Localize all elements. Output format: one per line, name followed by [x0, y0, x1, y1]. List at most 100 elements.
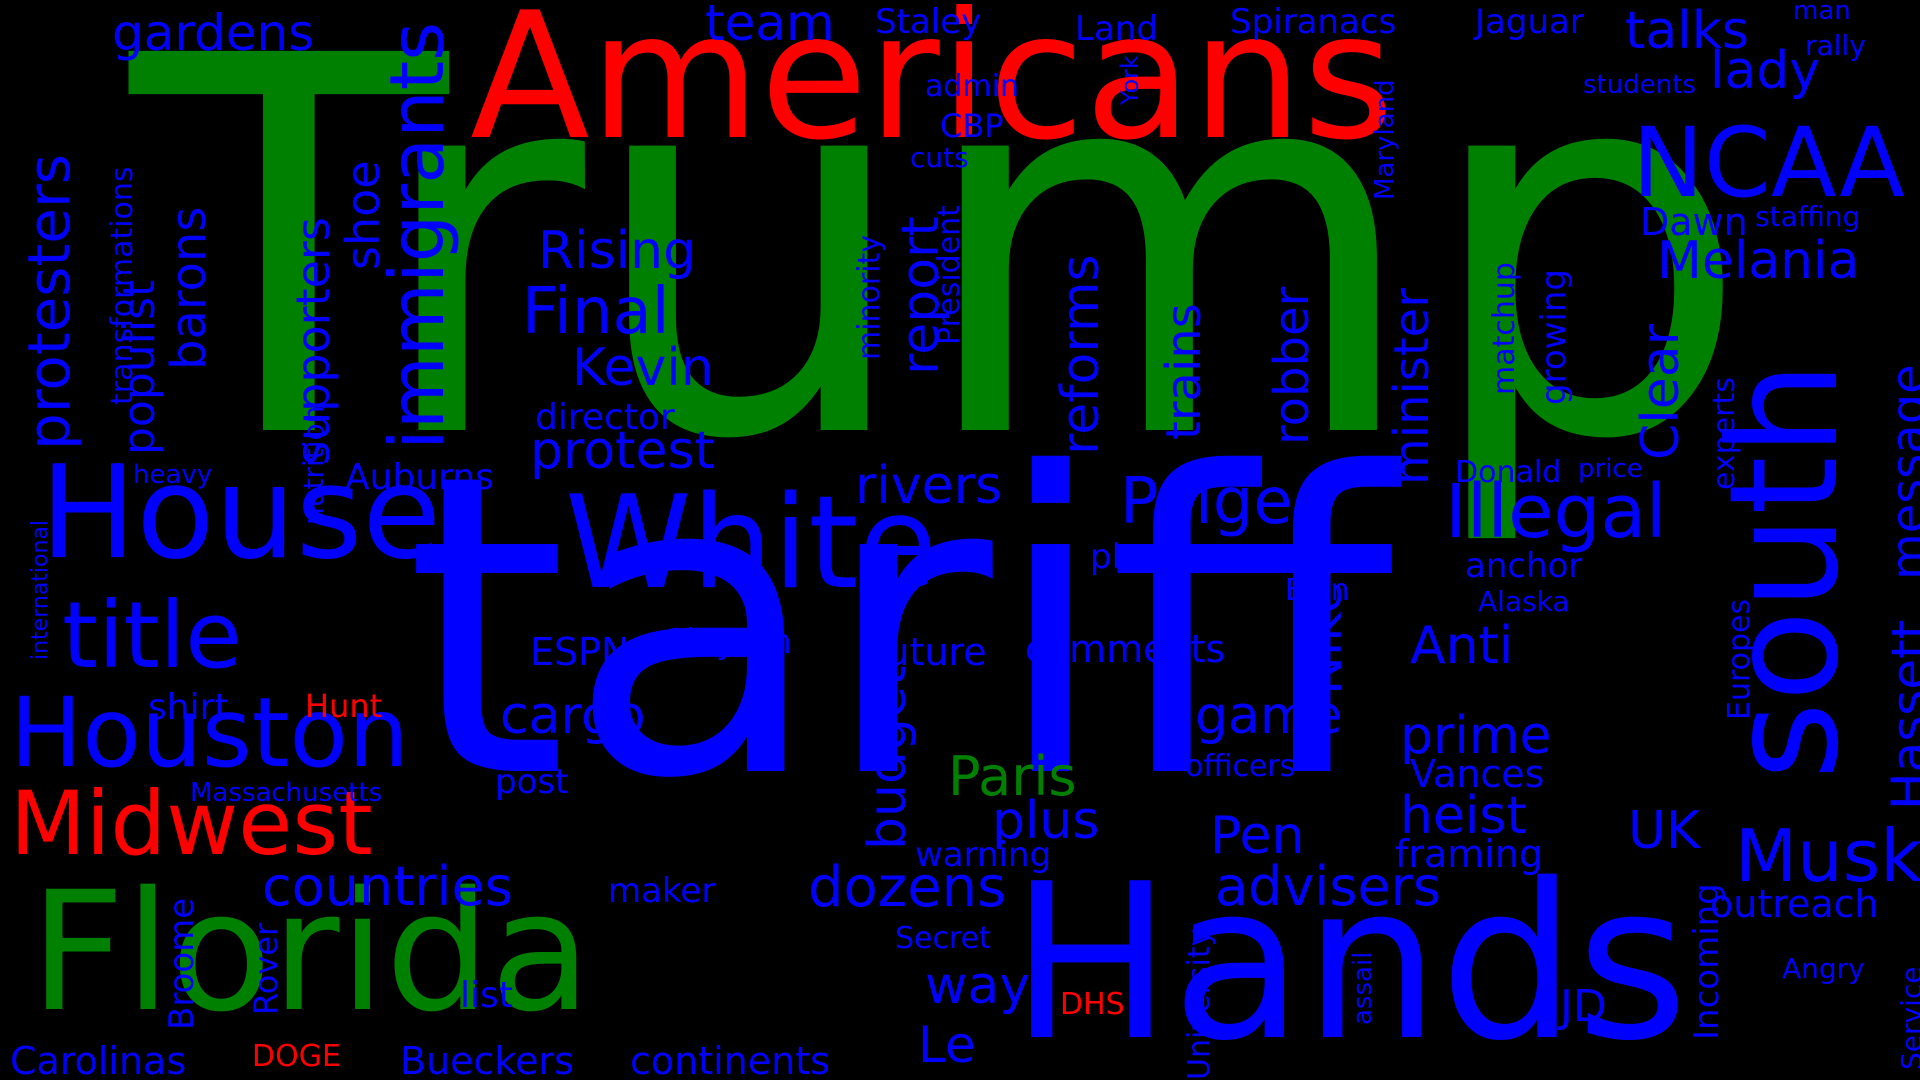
word-officers: officers: [1185, 749, 1296, 784]
word-robber: robber: [1264, 286, 1320, 445]
word-experts: experts: [1707, 377, 1742, 490]
word-barons: barons: [161, 206, 217, 370]
word-nike: Nike: [1294, 581, 1354, 695]
word-dozens: dozens: [808, 855, 1007, 920]
word-prime: prime: [1400, 706, 1552, 766]
word-shirt: shirt: [148, 687, 229, 728]
word-plans: plans: [1090, 537, 1182, 577]
word-rivers: rivers: [855, 456, 1003, 516]
word-trains: trains: [1156, 303, 1212, 440]
word-angry: Angry: [1782, 952, 1865, 985]
word-admin: admin: [925, 69, 1019, 104]
word-team: team: [705, 0, 835, 52]
word-growing: growing: [1534, 269, 1574, 405]
word-espns: ESPNs: [530, 630, 650, 674]
word-secret: Secret: [895, 921, 991, 956]
word-warning: warning: [915, 835, 1052, 875]
word-vances: Vances: [1410, 752, 1545, 796]
word-maryland: Maryland: [1370, 79, 1400, 200]
word-continents: continents: [630, 1039, 830, 1080]
word-immigrants: immigrants: [373, 21, 461, 450]
word-jd: JD: [1560, 981, 1607, 1032]
word-price: price: [1578, 454, 1643, 484]
word-incoming: Incoming: [1687, 883, 1727, 1040]
word-anchor: anchor: [1465, 546, 1583, 586]
word-rally: rally: [1805, 29, 1866, 62]
word-massachusetts: Massachusetts: [190, 778, 383, 808]
word-hands: Hands: [1010, 837, 1689, 1080]
word-york: York: [1116, 55, 1144, 105]
word-dhs: DHS: [1060, 987, 1125, 1022]
word-assail: assail: [1348, 951, 1378, 1025]
word-international: international: [28, 519, 53, 660]
word-rising: Rising: [538, 221, 697, 281]
word-comments: comments: [1025, 627, 1226, 671]
word-europes: Europes: [1722, 598, 1757, 720]
word-rover: Rover: [247, 922, 285, 1015]
word-protest: protest: [530, 421, 715, 481]
word-gardens: gardens: [112, 4, 315, 62]
word-maker: maker: [608, 871, 716, 911]
word-countries: countries: [262, 855, 513, 918]
word-plus: plus: [992, 791, 1100, 851]
word-list: list: [460, 975, 513, 1016]
word-auburns: Auburns: [345, 457, 494, 498]
word-matchup: matchup: [1487, 262, 1522, 395]
word-pen: Pen: [1210, 806, 1305, 866]
word-carolinas: Carolinas: [10, 1039, 187, 1080]
word-cargo: cargo: [500, 686, 646, 746]
word-outreach: outreach: [1710, 882, 1879, 926]
word-message: message: [1881, 364, 1920, 580]
word-kevin: Kevin: [572, 338, 714, 398]
word-final: Final: [522, 275, 670, 349]
word-heist: heist: [1400, 786, 1527, 846]
word-framing: framing: [1395, 832, 1544, 876]
word-uk: UK: [1628, 801, 1701, 861]
word-anti: Anti: [1410, 616, 1514, 676]
word-service: Service: [1895, 966, 1920, 1070]
word-bueckers: Bueckers: [400, 1039, 574, 1080]
word-transformations: transformations: [105, 166, 140, 405]
word-minority: minority: [852, 234, 887, 360]
word-advisers: advisers: [1215, 855, 1442, 918]
word-illegal: Illegal: [1445, 469, 1667, 555]
word-students: students: [1583, 70, 1696, 100]
word-jaguar: Jaguar: [1475, 2, 1584, 42]
word-staley: Staley: [875, 2, 982, 42]
word-future: future: [872, 630, 987, 674]
word-way: way: [925, 956, 1031, 1016]
word-land: Land: [1075, 9, 1158, 49]
word-broome: Broome: [162, 897, 202, 1030]
word-tariff: tariff: [405, 386, 1394, 869]
word-cbp: CBP: [940, 107, 1004, 145]
word-talks: talks: [1625, 1, 1749, 61]
word-donald: Donald: [1455, 455, 1562, 490]
word-melania: Melania: [1657, 231, 1860, 291]
word-report: report: [891, 216, 951, 375]
word-staffing: staffing: [1755, 200, 1861, 233]
word-white: White: [565, 469, 938, 618]
word-heavy: heavy: [133, 460, 213, 490]
word-paige: Paige: [1120, 465, 1293, 539]
word-hunt: Hunt: [305, 687, 383, 725]
word-shoe: shoe: [336, 160, 390, 270]
word-alaska: Alaska: [1478, 585, 1570, 618]
word-game: game: [1195, 686, 1343, 746]
word-houston: Houston: [10, 677, 409, 789]
word-florida: Florida: [30, 856, 592, 1048]
word-americans: Americans: [470, 0, 1394, 179]
word-university: University: [1182, 928, 1217, 1080]
word-title: title: [62, 582, 242, 689]
word-dawn: Dawn: [1640, 200, 1748, 244]
word-cuts: cuts: [910, 141, 969, 174]
word-trump: Trump: [130, 0, 1752, 553]
word-director: director: [535, 397, 675, 438]
word-budget: budget: [858, 665, 918, 850]
word-post: post: [495, 762, 569, 802]
word-spiranacs: Spiranacs: [1230, 2, 1397, 42]
word-hassett: Hassett: [1881, 619, 1920, 810]
word-reforms: reforms: [1051, 254, 1111, 455]
word-le: Le: [918, 1016, 976, 1074]
word-lady: lady: [1710, 41, 1821, 101]
